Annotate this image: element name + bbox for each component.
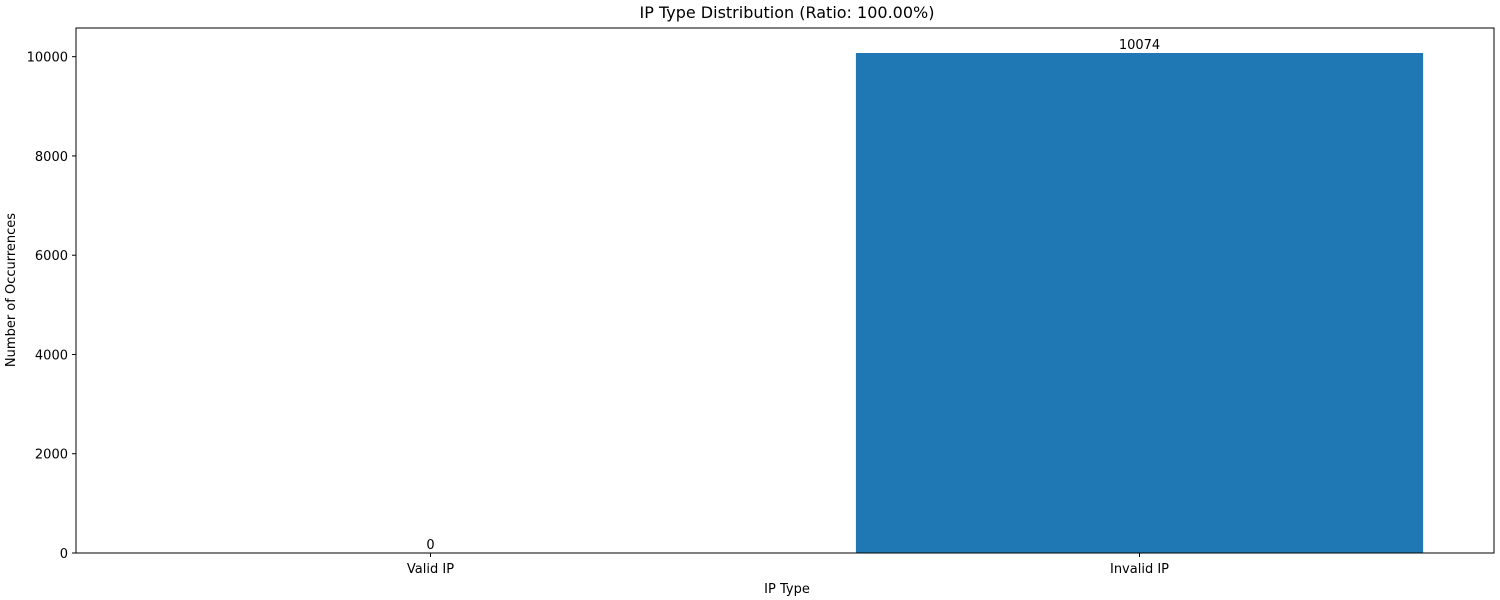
x-axis-label: IP Type: [764, 582, 810, 597]
bar-invalid-ip: [855, 53, 1424, 553]
y-tick-label: 6000: [35, 249, 68, 264]
y-tick-label: 0: [60, 547, 68, 562]
axes-frame: [75, 27, 1495, 554]
y-axis-label: Number of Occurrences: [4, 213, 19, 367]
y-tick-label: 10000: [27, 51, 68, 66]
chart-title: IP Type Distribution (Ratio: 100.00%): [640, 3, 935, 22]
plot-area: 0 Valid IP 10074 Invalid IP 0 2000 4000 6000 800…: [27, 27, 1495, 577]
y-tick-label: 4000: [35, 348, 68, 363]
x-tick-label: Invalid IP: [1110, 562, 1169, 577]
x-tick-label: Valid IP: [407, 562, 454, 577]
y-tick-label: 2000: [35, 448, 68, 463]
data-label: 0: [426, 538, 434, 553]
data-label: 10074: [1119, 38, 1160, 53]
y-tick-label: 8000: [35, 150, 68, 165]
